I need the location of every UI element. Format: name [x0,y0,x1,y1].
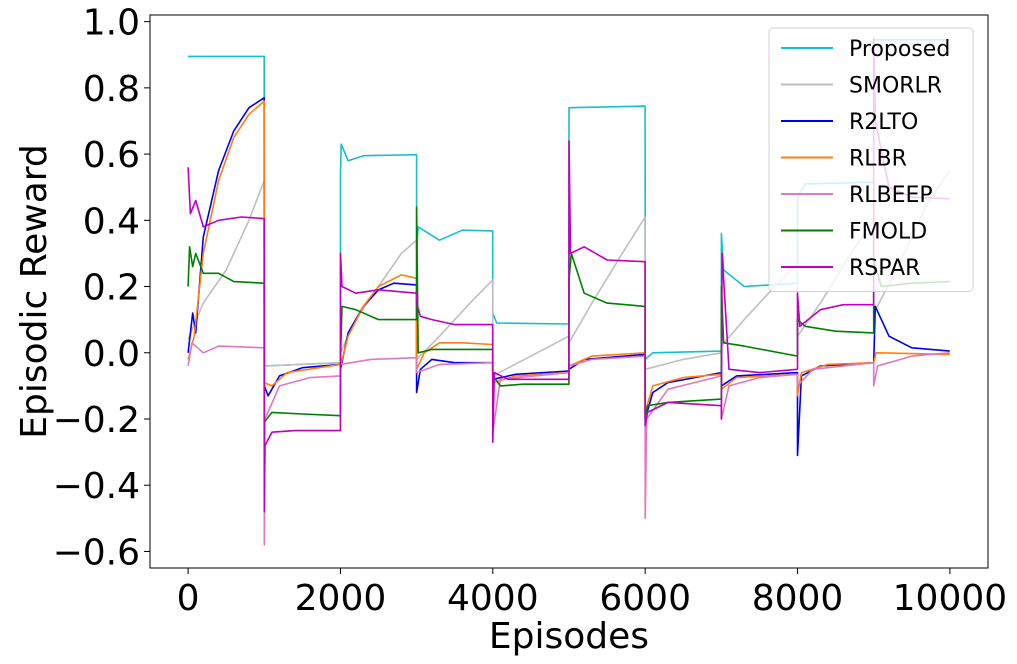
plot-frame [149,14,989,569]
y-tick-label: 0.2 [83,268,140,309]
x-tick-label: 4000 [447,578,539,619]
x-tick-label: 0 [177,578,200,619]
y-axis-label: Episodic Reward [14,144,55,439]
legend-label-smorlr: SMORLR [849,74,942,99]
legend-label-r2lto: R2LTO [849,110,918,135]
y-tick-label: 0.0 [83,334,140,375]
legend-label-rspar: RSPAR [849,256,920,281]
y-tick-label: −0.6 [53,532,140,573]
x-tick-label: 6000 [599,578,691,619]
y-axis: −0.6 −0.4 −0.2 0.0 0.2 0.4 0.6 0.8 1.0 [53,3,150,573]
legend-label-rlbeep: RLBEEP [849,183,933,208]
series-line-rspar [187,37,950,513]
y-tick-label: 0.4 [83,201,140,242]
legend: Proposed SMORLR R2LTO RLBR RLBEEP FMOLD RSPAR [768,27,974,292]
x-tick-label: 2000 [295,578,387,619]
y-tick-label: 1.0 [83,3,140,44]
x-axis: 0 2000 4000 6000 8000 10000 [177,568,1008,619]
y-tick-label: −0.2 [53,400,140,441]
x-axis-label: Episodes [489,616,649,657]
y-tick-label: −0.4 [53,466,140,507]
x-tick-label: 8000 [752,578,844,619]
x-tick-label: 10000 [893,578,1008,619]
legend-box [768,27,974,292]
legend-label-rlbr: RLBR [849,147,907,172]
y-tick-label: 0.6 [83,135,140,176]
series-layer [187,37,951,546]
y-tick-label: 0.8 [83,69,140,110]
legend-label-proposed: Proposed [849,37,950,62]
legend-label-fmold: FMOLD [849,220,927,245]
